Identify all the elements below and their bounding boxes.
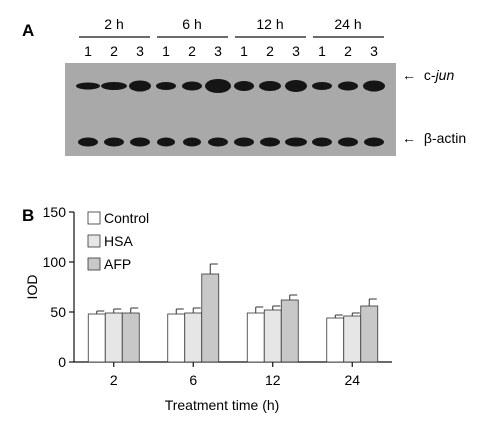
lane-number: 2	[188, 43, 196, 59]
x-axis-label: Treatment time (h)	[165, 397, 280, 413]
cjun-band	[259, 81, 281, 91]
bar-afp	[360, 305, 379, 363]
bar-control	[246, 312, 265, 363]
x-tick-label: 24	[344, 372, 360, 388]
band-name-prefix: c-	[424, 67, 436, 83]
bar-afp	[280, 299, 299, 363]
chart-legend: Control HSA AFP	[87, 210, 149, 272]
time-group-label: 6 h	[182, 16, 201, 32]
actin-band	[78, 137, 98, 147]
lane-number: 3	[292, 43, 300, 59]
time-group-label: 2 h	[104, 16, 123, 32]
y-tick-label: 150	[43, 204, 67, 220]
actin-band	[234, 137, 254, 147]
actin-band	[157, 137, 175, 147]
actin-band	[208, 137, 228, 147]
bar-control	[326, 317, 345, 363]
cjun-band	[338, 81, 358, 91]
lane-number: 3	[136, 43, 144, 59]
band-arrow: ←	[402, 67, 416, 83]
band-labels: ← c-jun ← β-actin	[402, 67, 466, 146]
legend-label: AFP	[104, 256, 131, 272]
cjun-band	[156, 82, 176, 90]
actin-band	[104, 137, 124, 147]
lane-number: 2	[266, 43, 274, 59]
bar-hsa	[104, 312, 123, 363]
actin-band	[183, 137, 201, 147]
y-axis-label: IOD	[24, 275, 40, 300]
time-group-label: 24 h	[334, 16, 361, 32]
lane-number: 1	[162, 43, 170, 59]
actin-band	[285, 137, 307, 147]
actin-band	[130, 137, 150, 147]
cjun-band	[285, 80, 307, 92]
time-group-label: 12 h	[256, 16, 283, 32]
cjun-band	[101, 82, 127, 90]
bar-control	[167, 313, 186, 363]
actin-band	[312, 137, 332, 147]
panel-a: A 2 h 1 2 3 6 h 1 2 3 12 h 1 2 3 24 h 1 2 3 ← c-jun ← β…	[22, 16, 466, 156]
x-tick-label: 6	[189, 372, 197, 388]
lane-number: 3	[214, 43, 222, 59]
bar-hsa	[343, 315, 362, 363]
bar-afp	[121, 312, 140, 363]
band-label-cjun: ← c-jun	[402, 67, 454, 83]
chart-bars	[87, 263, 379, 363]
x-tick-label: 2	[110, 372, 118, 388]
band-label-actin: ← β-actin	[402, 130, 466, 146]
panel-b-label: B	[22, 206, 34, 225]
legend-label: HSA	[104, 233, 133, 249]
band-arrow: ←	[402, 130, 416, 146]
bar-hsa	[263, 309, 282, 363]
x-tick-label: 12	[265, 372, 281, 388]
cjun-band	[363, 80, 385, 92]
lane-number: 2	[110, 43, 118, 59]
lane-number: 1	[84, 43, 92, 59]
legend-swatch	[87, 257, 101, 271]
blot-bands	[76, 79, 385, 147]
actin-band	[338, 137, 358, 147]
legend-swatch	[87, 234, 101, 248]
y-tick-label: 50	[50, 304, 66, 320]
lane-headers: 2 h 1 2 3 6 h 1 2 3 12 h 1 2 3 24 h 1 2 3	[79, 16, 384, 59]
cjun-band	[182, 81, 202, 91]
lane-number: 1	[240, 43, 248, 59]
y-tick-label: 100	[43, 254, 67, 270]
bar-afp	[201, 273, 220, 363]
band-name-italic: jun	[434, 67, 455, 83]
panel-b-chart: B IOD Treatment time (h) 0 50 100 150 2 6 12 24…	[22, 204, 392, 413]
cjun-band	[129, 80, 151, 92]
cjun-band	[234, 81, 254, 91]
panel-a-label: A	[22, 21, 34, 40]
lane-number: 3	[370, 43, 378, 59]
bar-control	[87, 313, 106, 363]
cjun-band	[205, 79, 231, 93]
bar-hsa	[184, 312, 203, 363]
actin-band	[364, 137, 384, 147]
legend-label: Control	[104, 210, 149, 226]
cjun-band	[76, 82, 100, 90]
actin-band	[260, 137, 280, 147]
y-tick-label: 0	[58, 354, 66, 370]
lane-number: 1	[318, 43, 326, 59]
legend-swatch	[87, 211, 101, 225]
lane-number: 2	[344, 43, 352, 59]
band-name-prefix: β-actin	[424, 130, 466, 146]
cjun-band	[312, 82, 332, 90]
